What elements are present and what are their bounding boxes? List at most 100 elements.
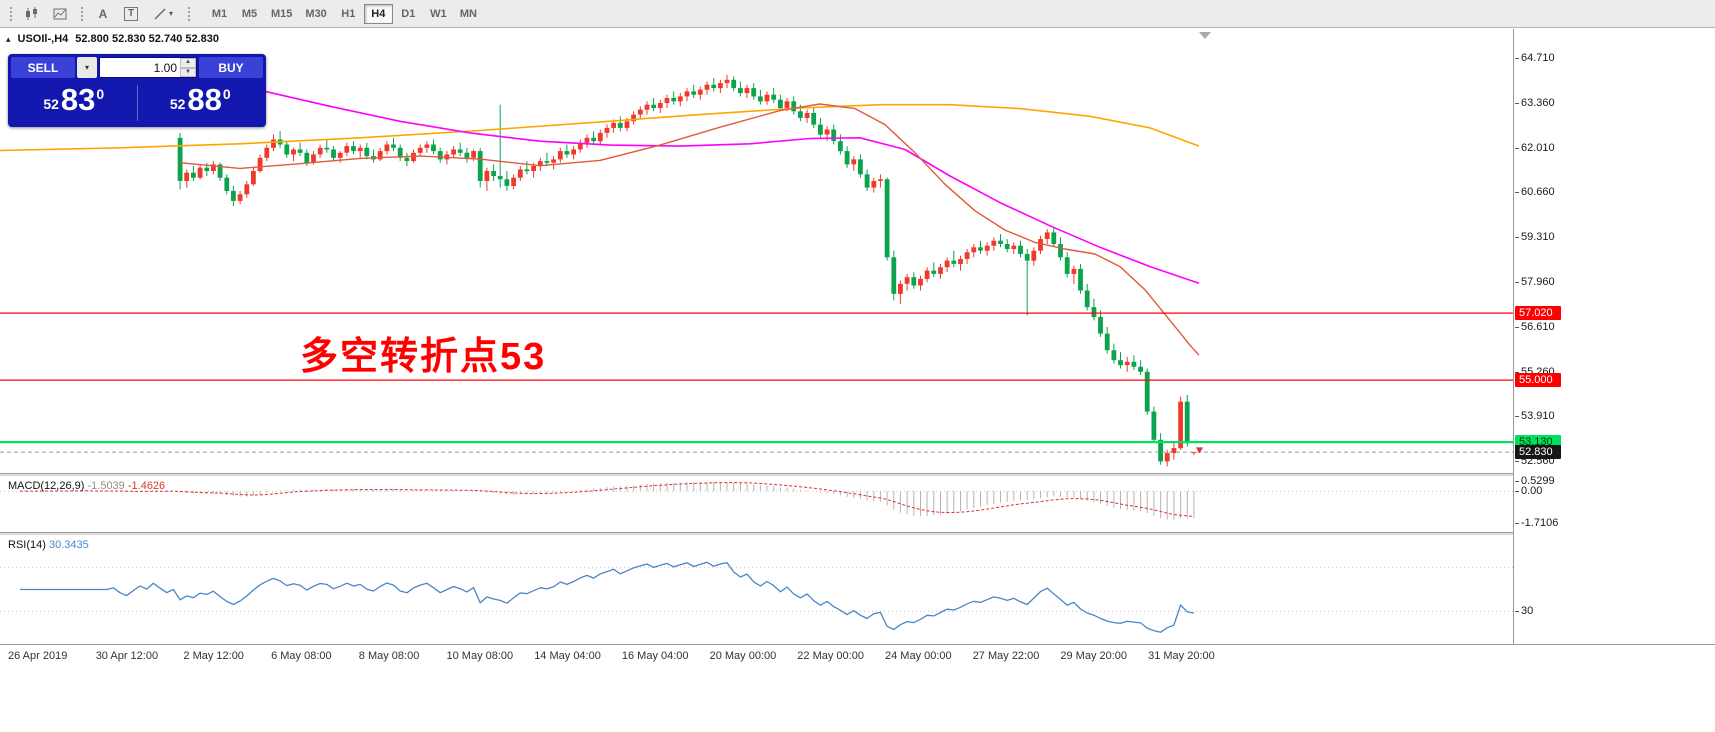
trade-panel-toggle-icon[interactable]: ▴ <box>6 33 11 44</box>
candlestick-glyph <box>26 6 37 20</box>
price-level-label: 57.020 <box>1515 306 1561 321</box>
price-axis-tick: 57.960 <box>1515 275 1555 288</box>
timeframe-button-mn[interactable]: MN <box>459 7 477 20</box>
time-axis-label: 8 May 08:00 <box>358 650 420 662</box>
toolbar-grip[interactable] <box>79 4 84 23</box>
time-axis-label: 29 May 20:00 <box>1060 650 1128 662</box>
rsi-value: 30.3435 <box>48 539 89 551</box>
sell-price-big-digits: 83 <box>60 82 96 118</box>
time-axis-label: 14 May 04:00 <box>534 650 601 662</box>
text-annotation-icon[interactable]: A <box>98 6 108 21</box>
sell-button[interactable]: SELL <box>11 57 75 78</box>
chart-annotation-text: 多空转折点53 <box>300 336 547 378</box>
time-axis-label: 27 May 22:00 <box>972 650 1040 662</box>
time-axis-label: 30 Apr 12:00 <box>95 650 159 662</box>
buy-price-big-digits: 88 <box>187 82 222 118</box>
sell-price-small-digits: 52 <box>43 95 59 112</box>
chevron-down-icon: ▾ <box>168 9 173 18</box>
volume-dropdown-button[interactable]: ▾ <box>77 57 97 78</box>
main-chart-pane[interactable]: ▴ USOIl-,H4 52.800 52.830 52.740 52.830 … <box>0 29 1513 473</box>
buy-button[interactable]: BUY <box>199 57 263 78</box>
buy-price-pip-digit: 0 <box>222 86 231 103</box>
macd-main-value: -1.5039 <box>87 480 125 492</box>
volume-input[interactable] <box>100 58 180 77</box>
timeframe-button-m15[interactable]: M15 <box>271 7 293 20</box>
buy-price-small-digits: 52 <box>169 95 186 112</box>
time-axis-label: 10 May 08:00 <box>446 650 514 662</box>
macd-name: MACD(12,26,9) <box>8 480 85 492</box>
time-axis-label: 22 May 00:00 <box>797 650 864 662</box>
price-level-label: 55.000 <box>1515 373 1561 388</box>
timeframe-toolbar: M1 M5 M15 M30 H1 H4 D1 W1 MN <box>205 3 483 24</box>
time-axis-label: 6 May 08:00 <box>271 650 332 662</box>
rsi-chart <box>0 561 1513 633</box>
toolbar-grip[interactable] <box>8 4 13 23</box>
price-axis-tick: 59.310 <box>1515 231 1555 244</box>
sell-price-pip-digit: 0 <box>96 86 105 103</box>
timeframe-button-h4[interactable]: H4 <box>363 3 393 24</box>
volume-field: ▲ ▼ <box>99 57 197 78</box>
timeframe-button-h1[interactable]: H1 <box>341 7 356 20</box>
pane-separator[interactable] <box>0 473 1715 476</box>
macd-signal-value: -1.4626 <box>127 480 166 492</box>
price-axis-tick: 64.710 <box>1515 51 1555 64</box>
price-divider <box>136 85 138 121</box>
trendline-glyph <box>154 7 166 20</box>
price-level-label: 52.830 <box>1515 445 1561 460</box>
price-axis-tick: 56.610 <box>1515 320 1555 333</box>
candlestick-chart <box>0 32 1513 467</box>
time-axis-label: 16 May 04:00 <box>621 650 689 662</box>
draw-tools-icon[interactable]: ▾ <box>146 3 180 25</box>
ma-mid-line <box>261 89 1200 284</box>
price-axis-tick: 60.660 <box>1515 186 1555 199</box>
sell-price[interactable]: 52 83 0 <box>11 82 137 119</box>
price-arrow-marker-icon <box>1196 447 1203 454</box>
volume-spinner: ▲ ▼ <box>180 58 196 77</box>
macd-axis-label: -1.7106 <box>1514 516 1559 529</box>
text-label-glyph: T <box>123 6 139 21</box>
ma-slow-line <box>0 103 1200 152</box>
volume-decrease-button[interactable]: ▼ <box>180 67 196 77</box>
timeframe-button-d1[interactable]: D1 <box>401 7 416 20</box>
timeframe-button-m30[interactable]: M30 <box>305 7 327 20</box>
text-label-icon[interactable]: T <box>118 3 144 25</box>
macd-axis-label: 0.5299 <box>1515 475 1555 488</box>
rsi-name: RSI(14) <box>8 539 46 551</box>
price-axis-tick: 53.910 <box>1515 410 1555 423</box>
macd-histogram <box>26 482 1195 521</box>
time-axis-label: 26 Apr 2019 <box>8 650 68 662</box>
time-axis[interactable]: 26 Apr 2019 30 Apr 12:00 2 May 12:00 6 May … <box>0 644 1715 668</box>
time-axis-label: 2 May 12:00 <box>183 650 244 662</box>
volume-increase-button[interactable]: ▲ <box>180 58 196 68</box>
time-axis-label: 24 May 00:00 <box>885 650 952 662</box>
price-axis-tick: 62.010 <box>1515 141 1555 154</box>
price-axis-tick: 63.360 <box>1515 96 1555 109</box>
indicators-glyph <box>53 8 67 19</box>
timeframe-button-w1[interactable]: W1 <box>430 7 447 20</box>
chevron-down-icon: ▾ <box>84 63 89 72</box>
toolbar: A T ▾ M1 M5 M15 M30 H1 H4 D1 W1 MN <box>0 0 1715 28</box>
symbol-timeframe-label: USOIl-,H4 <box>17 33 69 45</box>
macd-chart <box>0 482 1513 521</box>
timeframe-button-m5[interactable]: M5 <box>241 7 258 20</box>
price-axis[interactable]: 64.710 63.360 62.010 60.660 59.310 57.960 56.6… <box>1513 29 1715 667</box>
indicators-icon[interactable] <box>47 3 73 25</box>
candles <box>177 74 1197 467</box>
rsi-axis-label: 30 <box>1514 605 1534 618</box>
chart-shift-marker-icon[interactable] <box>1199 32 1211 39</box>
rsi-indicator-label: RSI(14) 30.3435 <box>8 539 89 551</box>
chart-ohlc-label: ▴ USOIl-,H4 52.800 52.830 52.740 52.830 <box>6 33 219 45</box>
buy-price[interactable]: 52 88 0 <box>138 82 264 119</box>
ohlc-values: 52.800 52.830 52.740 52.830 <box>75 33 220 45</box>
toolbar-grip[interactable] <box>186 4 191 23</box>
candlestick-chart-icon[interactable] <box>19 3 45 25</box>
macd-signal-line <box>19 482 1194 517</box>
macd-indicator-label: MACD(12,26,9) -1.5039 -1.4626 <box>8 480 165 492</box>
time-axis-label: 31 May 20:00 <box>1148 650 1215 662</box>
macd-axis-label: 0.00 <box>1514 485 1543 498</box>
timeframe-button-m1[interactable]: M1 <box>211 7 228 20</box>
rsi-line <box>20 561 1195 633</box>
pane-separator[interactable] <box>0 532 1715 535</box>
